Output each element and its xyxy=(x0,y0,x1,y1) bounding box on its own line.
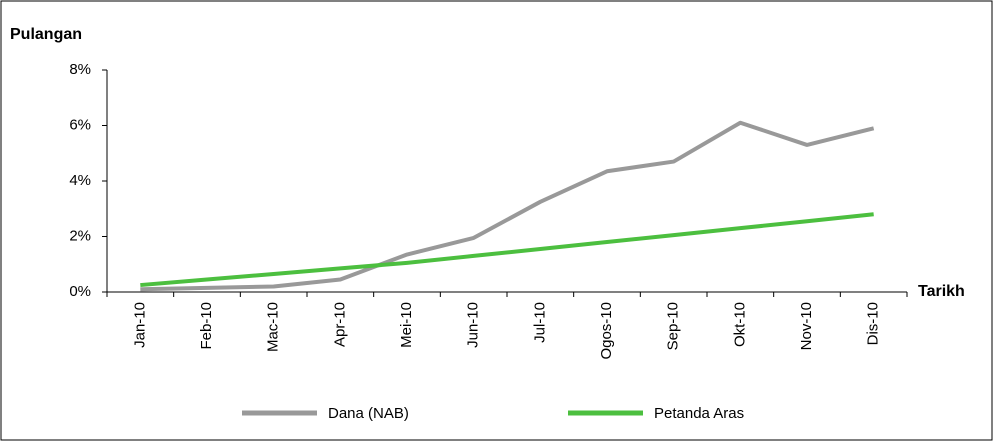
y-axis-label: Pulangan xyxy=(10,26,82,43)
y-tick-label: 0% xyxy=(69,283,91,300)
y-tick-label: 8% xyxy=(69,61,91,78)
x-tick-label: Jul-10 xyxy=(531,302,548,343)
x-tick-label: Mei-10 xyxy=(398,302,415,348)
y-tick-label: 4% xyxy=(69,172,91,189)
legend-label: Petanda Aras xyxy=(654,405,744,422)
x-axis-label: Tarikh xyxy=(918,283,965,300)
series-line xyxy=(140,212,874,288)
x-tick-label: Jan-10 xyxy=(131,302,148,348)
y-tick-label: 2% xyxy=(69,227,91,244)
series-line xyxy=(140,120,875,292)
y-tick-label: 6% xyxy=(69,116,91,133)
x-tick-label: Ogos-10 xyxy=(598,302,615,360)
legend-label: Dana (NAB) xyxy=(328,405,409,422)
x-tick-label: Nov-10 xyxy=(798,302,815,350)
x-tick-label: Dis-10 xyxy=(865,302,882,345)
x-tick-label: Feb-10 xyxy=(198,302,215,350)
x-tick-label: Sep-10 xyxy=(665,302,682,350)
x-tick-label: Mac-10 xyxy=(265,302,282,352)
x-tick-label: Jun-10 xyxy=(465,302,482,348)
x-tick-label: Okt-10 xyxy=(731,302,748,347)
x-tick-label: Apr-10 xyxy=(331,302,348,347)
